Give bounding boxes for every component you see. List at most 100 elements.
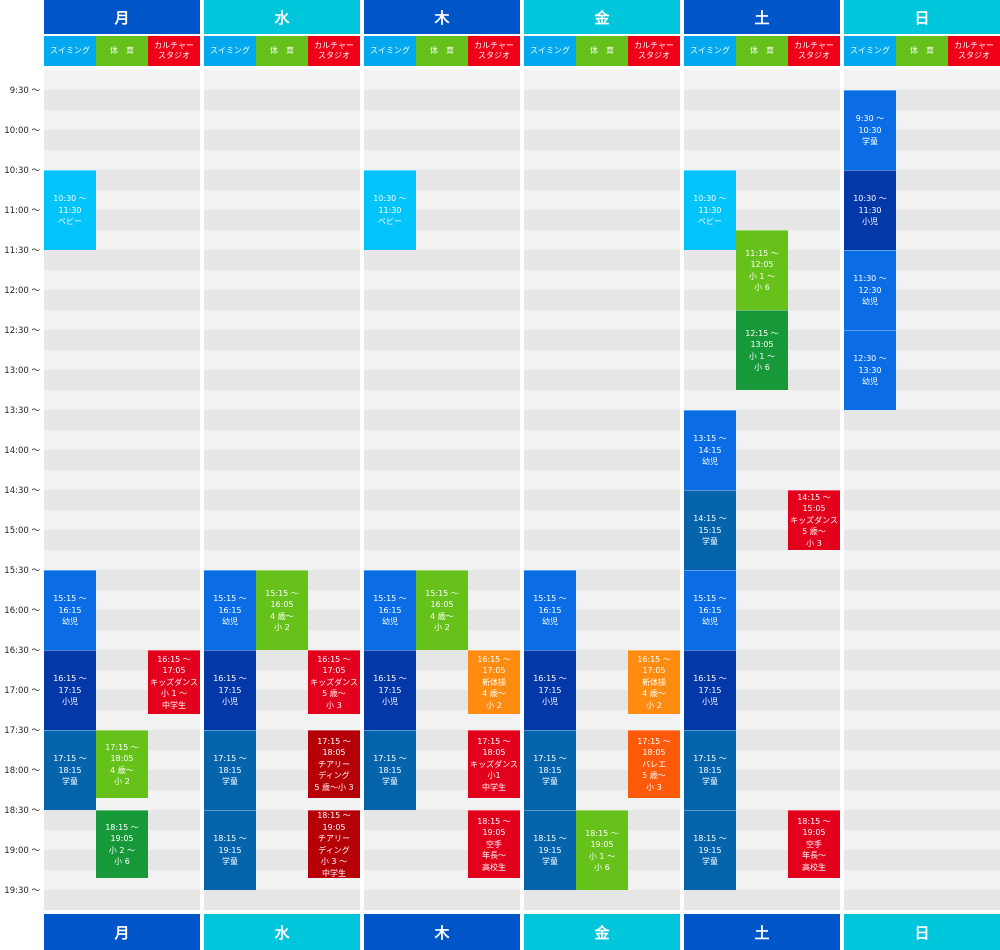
class-block[interactable]: 17:15 〜 18:05 4 歳〜 小 2 — [96, 730, 148, 798]
time-label: 13:30 〜 — [4, 406, 40, 416]
class-block[interactable]: 17:15 〜 18:15 学童 — [524, 730, 576, 810]
grid-band — [844, 730, 1000, 750]
grid-band — [44, 470, 200, 490]
class-block[interactable]: 10:30 〜 11:30 ベビー — [44, 170, 96, 250]
grid-band — [204, 170, 360, 190]
grid-band — [364, 330, 520, 350]
class-block[interactable]: 18:15 〜 19:05 空手 年長〜 高校生 — [788, 810, 840, 878]
grid-band — [364, 250, 520, 270]
class-block[interactable]: 16:15 〜 17:15 小児 — [44, 650, 96, 730]
grid-band — [44, 290, 200, 310]
class-block[interactable]: 11:30 〜 12:30 幼児 — [844, 250, 896, 330]
day-header-bottom: 木 — [364, 914, 520, 950]
grid-band — [524, 190, 680, 210]
class-block[interactable]: 18:15 〜 19:15 学童 — [684, 810, 736, 890]
grid-band — [44, 270, 200, 290]
class-block[interactable]: 16:15 〜 17:05 新体操 4 歳〜 小 2 — [628, 650, 680, 714]
grid-band — [844, 410, 1000, 430]
class-block[interactable]: 16:15 〜 17:15 小児 — [524, 650, 576, 730]
class-block[interactable]: 18:15 〜 19:15 学童 — [204, 810, 256, 890]
grid-band — [364, 450, 520, 470]
class-block[interactable]: 17:15 〜 18:05 チアリー ディング 5 歳〜小 3 — [308, 730, 360, 798]
grid-band — [844, 510, 1000, 530]
category-physical-education: 体 育 — [96, 36, 148, 66]
category-swimming: スイミング — [44, 36, 96, 66]
class-block[interactable]: 16:15 〜 17:15 小児 — [684, 650, 736, 730]
grid-band — [44, 310, 200, 330]
grid-band — [524, 210, 680, 230]
class-block[interactable]: 15:15 〜 16:15 幼児 — [364, 570, 416, 650]
grid-band — [364, 890, 520, 910]
grid-band — [364, 490, 520, 510]
grid-band — [524, 130, 680, 150]
grid-band — [364, 390, 520, 410]
grid-band — [844, 690, 1000, 710]
grid-band — [684, 390, 840, 410]
class-block[interactable]: 18:15 〜 19:05 小 1 〜 小 6 — [576, 810, 628, 890]
class-block[interactable]: 16:15 〜 17:15 小児 — [364, 650, 416, 730]
grid-band — [364, 510, 520, 530]
class-block[interactable]: 15:15 〜 16:15 幼児 — [524, 570, 576, 650]
class-block[interactable]: 17:15 〜 18:15 学童 — [364, 730, 416, 810]
grid-band — [524, 270, 680, 290]
category-swimming: スイミング — [364, 36, 416, 66]
class-block[interactable]: 17:15 〜 18:05 キッズダンス 小1 中学生 — [468, 730, 520, 798]
class-block[interactable]: 16:15 〜 17:05 キッズダンス 5 歳〜 小 3 — [308, 650, 360, 714]
time-label: 16:00 〜 — [4, 606, 40, 616]
class-block[interactable]: 15:15 〜 16:15 幼児 — [684, 570, 736, 650]
class-block[interactable]: 9:30 〜 10:30 学童 — [844, 90, 896, 170]
class-block[interactable]: 15:15 〜 16:05 4 歳〜 小 2 — [256, 570, 308, 650]
grid-band — [844, 850, 1000, 870]
day-header-top: 金 — [524, 0, 680, 34]
class-block[interactable]: 10:30 〜 11:30 小児 — [844, 170, 896, 250]
class-block[interactable]: 18:15 〜 19:05 空手 年長〜 高校生 — [468, 810, 520, 878]
class-block[interactable]: 14:15 〜 15:15 学童 — [684, 490, 736, 570]
class-block[interactable]: 18:15 〜 19:15 学童 — [524, 810, 576, 890]
grid-band — [204, 250, 360, 270]
grid-band — [844, 570, 1000, 590]
class-block[interactable]: 17:15 〜 18:15 学童 — [204, 730, 256, 810]
class-block[interactable]: 10:30 〜 11:30 ベビー — [684, 170, 736, 250]
grid-band — [844, 890, 1000, 910]
class-block[interactable]: 15:15 〜 16:15 幼児 — [44, 570, 96, 650]
category-culture-studio: カルチャー スタジオ — [148, 36, 200, 66]
class-block[interactable]: 15:15 〜 16:05 4 歳〜 小 2 — [416, 570, 468, 650]
grid-band — [524, 110, 680, 130]
day-header-bottom: 土 — [684, 914, 840, 950]
class-block[interactable]: 17:15 〜 18:15 学童 — [684, 730, 736, 810]
grid-band — [524, 390, 680, 410]
class-block[interactable]: 11:15 〜 12:05 小 1 〜 小 6 — [736, 230, 788, 310]
class-block[interactable]: 16:15 〜 17:15 小児 — [204, 650, 256, 730]
grid-band — [364, 350, 520, 370]
class-block[interactable]: 12:30 〜 13:30 幼児 — [844, 330, 896, 410]
class-block[interactable]: 17:15 〜 18:05 バレエ 5 歳〜 小 3 — [628, 730, 680, 798]
grid-band — [684, 890, 840, 910]
category-swimming: スイミング — [684, 36, 736, 66]
grid-band — [524, 330, 680, 350]
grid-band — [364, 310, 520, 330]
grid-band — [524, 310, 680, 330]
class-block[interactable]: 16:15 〜 17:05 新体操 4 歳〜 小 2 — [468, 650, 520, 714]
class-block[interactable]: 13:15 〜 14:15 幼児 — [684, 410, 736, 490]
class-block[interactable]: 18:15 〜 19:05 チアリー ディング 小 3 〜 中学生 — [308, 810, 360, 878]
grid-band — [44, 530, 200, 550]
grid-band — [44, 110, 200, 130]
grid-band — [844, 610, 1000, 630]
category-physical-education: 体 育 — [576, 36, 628, 66]
class-block[interactable]: 15:15 〜 16:15 幼児 — [204, 570, 256, 650]
class-block[interactable]: 14:15 〜 15:05 キッズダンス 5 歳〜 小 3 — [788, 490, 840, 550]
time-label: 12:30 〜 — [4, 326, 40, 336]
class-block[interactable]: 16:15 〜 17:05 キッズダンス 小 1 〜 中学生 — [148, 650, 200, 714]
class-block[interactable]: 12:15 〜 13:05 小 1 〜 小 6 — [736, 310, 788, 390]
grid-band — [364, 530, 520, 550]
grid-band — [44, 330, 200, 350]
class-block[interactable]: 17:15 〜 18:15 学童 — [44, 730, 96, 810]
grid-band — [524, 410, 680, 430]
grid-band — [44, 510, 200, 530]
grid-band — [364, 270, 520, 290]
grid-band — [524, 170, 680, 190]
grid-band — [204, 390, 360, 410]
grid-band — [204, 230, 360, 250]
class-block[interactable]: 18:15 〜 19:05 小 2 〜 小 6 — [96, 810, 148, 878]
class-block[interactable]: 10:30 〜 11:30 ベビー — [364, 170, 416, 250]
